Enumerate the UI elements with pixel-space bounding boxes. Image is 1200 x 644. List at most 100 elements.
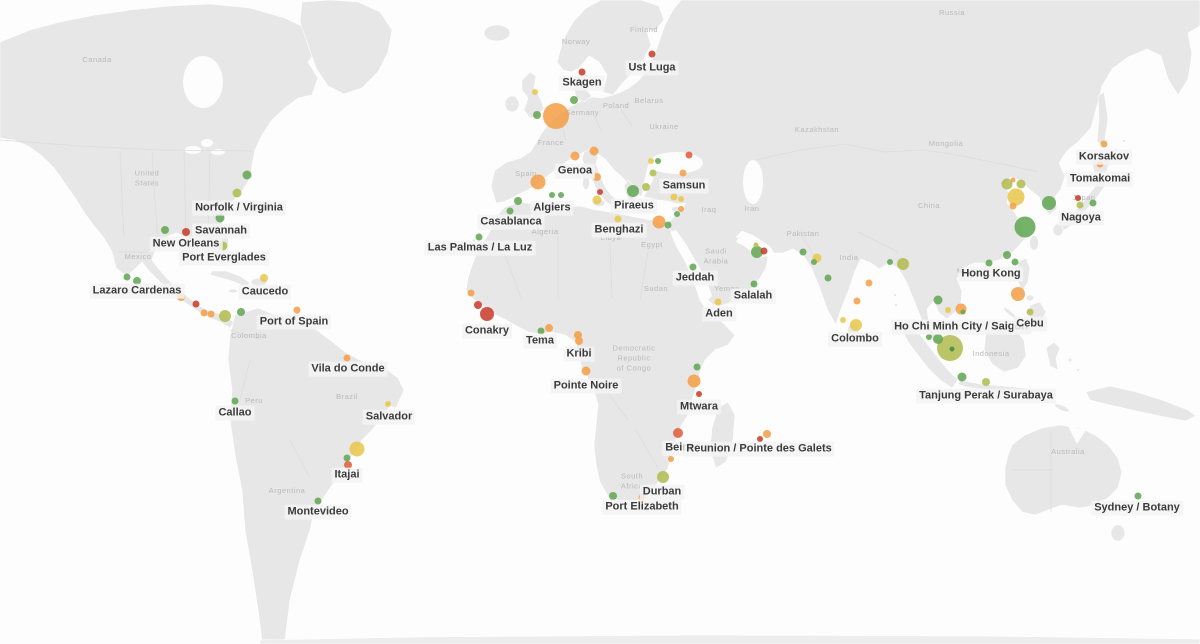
port-bubble[interactable] [549, 192, 555, 198]
port-bubble[interactable] [344, 461, 352, 469]
port-bubble[interactable] [949, 346, 955, 352]
port-bubble[interactable] [1010, 177, 1016, 183]
port-bubble[interactable] [945, 307, 951, 313]
port-bubble[interactable] [674, 211, 680, 217]
port-bubble[interactable] [1089, 199, 1097, 207]
port-bubble[interactable] [570, 151, 580, 161]
port-bubble[interactable] [349, 441, 365, 457]
port-bubble[interactable] [1042, 196, 1056, 210]
port-bubble[interactable] [215, 213, 225, 223]
port-bubble[interactable] [232, 188, 242, 198]
port-bubble[interactable] [668, 456, 674, 462]
port-bubble[interactable] [670, 193, 678, 201]
port-bubble[interactable] [593, 173, 601, 181]
port-bubble[interactable] [1134, 492, 1142, 500]
port-bubble[interactable] [763, 430, 771, 438]
port-bubble[interactable] [161, 226, 169, 234]
port-bubble[interactable] [926, 334, 932, 340]
port-bubble[interactable] [1011, 287, 1025, 301]
port-bubble[interactable] [343, 354, 351, 362]
port-bubble[interactable] [592, 195, 602, 205]
port-bubble[interactable] [693, 363, 701, 371]
port-bubble[interactable] [1014, 216, 1036, 238]
port-bubble[interactable] [293, 306, 301, 314]
port-bubble[interactable] [957, 372, 967, 382]
port-bubble[interactable] [532, 89, 538, 95]
port-bubble[interactable] [678, 206, 684, 212]
port-bubble[interactable] [537, 327, 545, 335]
port-bubble[interactable] [545, 324, 553, 332]
port-bubble[interactable] [514, 197, 522, 205]
port-bubble[interactable] [467, 289, 475, 297]
port-bubble[interactable] [673, 428, 683, 438]
port-bubble[interactable] [853, 297, 861, 305]
port-bubble[interactable] [649, 169, 657, 177]
port-bubble[interactable] [648, 158, 654, 164]
port-bubble[interactable] [1016, 179, 1026, 189]
port-bubble[interactable] [533, 111, 541, 119]
port-bubble[interactable] [678, 196, 684, 202]
port-bubble[interactable] [714, 298, 722, 306]
port-bubble[interactable] [219, 310, 231, 322]
port-bubble[interactable] [960, 309, 966, 315]
port-bubble[interactable] [865, 279, 873, 287]
port-bubble[interactable] [570, 96, 578, 104]
port-bubble[interactable] [207, 310, 215, 318]
port-bubble[interactable] [1075, 195, 1081, 201]
port-bubble[interactable] [689, 263, 697, 271]
port-bubble[interactable] [750, 280, 758, 288]
port-bubble[interactable] [657, 471, 669, 483]
port-bubble[interactable] [982, 378, 990, 386]
port-bubble[interactable] [609, 492, 617, 500]
port-bubble[interactable] [850, 319, 862, 331]
port-bubble[interactable] [811, 259, 817, 265]
port-bubble[interactable] [753, 242, 759, 248]
port-bubble[interactable] [824, 274, 832, 282]
port-bubble[interactable] [1026, 308, 1034, 316]
port-bubble[interactable] [897, 258, 909, 270]
port-bubble[interactable] [597, 189, 603, 195]
port-bubble[interactable] [182, 228, 190, 236]
port-bubble[interactable] [655, 158, 661, 164]
port-bubble[interactable] [751, 246, 763, 258]
port-bubble[interactable] [343, 454, 351, 462]
port-bubble[interactable] [480, 307, 494, 321]
port-bubble[interactable] [933, 295, 943, 305]
port-bubble[interactable] [1003, 251, 1011, 259]
port-bubble[interactable] [627, 185, 639, 197]
port-bubble[interactable] [200, 309, 208, 317]
port-bubble[interactable] [530, 174, 546, 190]
port-bubble[interactable] [1009, 202, 1017, 210]
port-bubble[interactable] [231, 397, 239, 405]
port-bubble[interactable] [558, 192, 564, 198]
port-bubble[interactable] [314, 497, 322, 505]
port-bubble[interactable] [1076, 201, 1084, 209]
port-bubble[interactable] [887, 259, 893, 265]
port-bubble[interactable] [385, 401, 391, 407]
port-bubble[interactable] [933, 334, 943, 344]
port-bubble[interactable] [799, 248, 807, 256]
port-bubble[interactable] [687, 374, 701, 388]
port-bubble[interactable] [575, 337, 583, 345]
port-bubble[interactable] [589, 146, 599, 156]
port-bubble[interactable] [614, 215, 622, 223]
port-bubble[interactable] [260, 274, 268, 282]
port-bubble[interactable] [123, 273, 131, 281]
port-bubble[interactable] [237, 308, 245, 316]
port-bubble[interactable] [760, 247, 768, 255]
port-bubble[interactable] [985, 259, 993, 267]
port-bubble[interactable] [648, 50, 656, 58]
port-bubble[interactable] [652, 215, 666, 229]
port-bubble[interactable] [574, 331, 582, 339]
port-bubble[interactable] [578, 68, 586, 76]
port-bubble[interactable] [664, 221, 672, 229]
port-bubble[interactable] [1011, 258, 1019, 266]
port-bubble[interactable] [474, 301, 482, 309]
port-bubble[interactable] [475, 233, 483, 241]
port-bubble[interactable] [685, 151, 693, 159]
port-bubble[interactable] [242, 170, 252, 180]
port-bubble[interactable] [581, 366, 591, 376]
port-bubble[interactable] [1001, 178, 1013, 190]
port-bubble[interactable] [696, 391, 702, 397]
port-bubble[interactable] [543, 103, 569, 129]
